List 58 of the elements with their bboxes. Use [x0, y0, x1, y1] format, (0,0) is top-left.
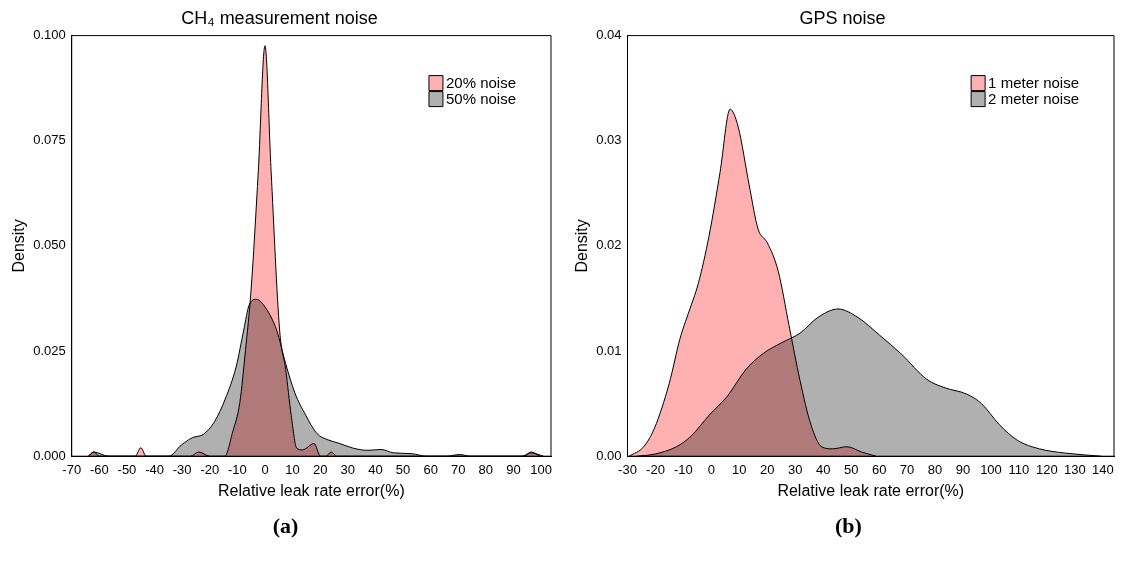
x-tick-label: 60	[871, 461, 887, 477]
x-tick-label: 140	[1091, 461, 1114, 477]
x-tick-label: -30	[172, 461, 192, 477]
y-tick-label: 0.025	[33, 342, 66, 358]
x-tick-label: -10	[674, 461, 693, 477]
x-tick-label: 90	[506, 461, 521, 477]
y-tick-label: 0.01	[596, 342, 622, 358]
x-axis-title: Relative leak rate error(%)	[777, 481, 965, 499]
x-tick-label: -20	[646, 461, 665, 477]
x-tick-label: 70	[899, 461, 915, 477]
y-tick-label: 0.02	[596, 237, 622, 253]
x-tick-label: 50	[843, 461, 859, 477]
x-tick-label: 0	[261, 461, 269, 477]
x-tick-label: 20	[760, 461, 775, 477]
x-tick-label: 70	[451, 461, 466, 477]
chart-title: GPS noise	[799, 7, 886, 28]
y-tick-label: 0.04	[596, 27, 622, 43]
x-tick-label: 100	[530, 461, 552, 477]
y-tick-label: 0.000	[33, 447, 66, 463]
x-tick-label: 50	[395, 461, 411, 477]
y-axis-title: Density	[10, 219, 28, 273]
x-tick-label: 100	[980, 461, 1002, 477]
x-tick-label: 10	[732, 461, 747, 477]
x-tick-label: -40	[145, 461, 164, 477]
text: (b)	[834, 513, 863, 539]
x-tick-label: 20	[312, 461, 328, 477]
chart-title: CH₄ measurement noise	[181, 7, 378, 28]
legend-label: 1 meter noise	[988, 73, 1080, 91]
y-tick-label: 0.050	[33, 237, 66, 253]
y-axis-title: Density	[573, 219, 591, 273]
x-tick-label: 110	[1008, 461, 1030, 477]
x-tick-label: 130	[1064, 461, 1086, 477]
x-tick-label: 120	[1036, 461, 1058, 477]
y-tick-label: 0.100	[33, 27, 66, 43]
x-tick-label: 90	[955, 461, 971, 477]
x-tick-label: -10	[227, 461, 247, 477]
x-axis-title: Relative leak rate error(%)	[218, 481, 405, 499]
legend-label: 2 meter noise	[988, 89, 1080, 107]
x-tick-label: -50	[117, 461, 137, 477]
x-tick-label: -70	[62, 461, 82, 477]
x-tick-label: 60	[423, 461, 438, 477]
x-tick-label: 30	[340, 461, 356, 477]
x-tick-label: 30	[788, 461, 803, 477]
x-tick-label: 80	[927, 461, 943, 477]
y-tick-label: 0.03	[596, 132, 622, 148]
x-tick-label: 40	[368, 461, 383, 477]
legend-label: 20% noise	[445, 73, 517, 91]
x-tick-label: 80	[478, 461, 494, 477]
y-tick-label: 0.00	[596, 447, 622, 463]
legend-label: 50% noise	[445, 89, 517, 107]
y-tick-label: 0.075	[33, 132, 66, 148]
x-tick-label: 10	[285, 461, 300, 477]
text: (a)	[271, 513, 300, 539]
x-tick-label: -30	[618, 461, 637, 477]
x-tick-label: -20	[200, 461, 220, 477]
x-tick-label: 0	[707, 461, 715, 477]
x-tick-label: -60	[89, 461, 109, 477]
x-tick-label: 40	[815, 461, 831, 477]
